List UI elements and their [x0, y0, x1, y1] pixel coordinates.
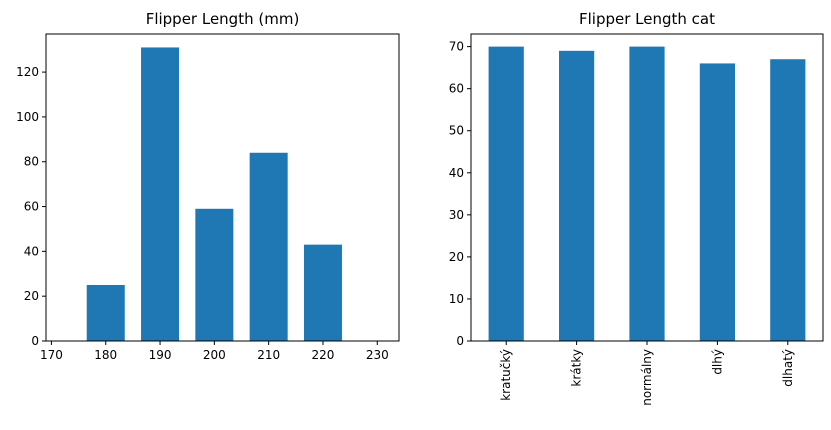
y-tick-label: 0: [31, 334, 39, 348]
x-tick-label: kratučký: [499, 349, 513, 401]
x-axis: 170 180 190 200 210 220 230: [40, 341, 389, 362]
chart-title: Flipper Length (mm): [146, 10, 300, 28]
y-tick-label: 20: [449, 250, 464, 264]
x-tick-label: 200: [203, 348, 226, 362]
bar: [559, 50, 595, 341]
bar: [195, 208, 234, 341]
bar: [488, 46, 524, 341]
y-axis: 0 20 40 60 80 100 120: [16, 65, 46, 348]
category-bar-panel: Flipper Length cat kratučký krátky normáln…: [449, 10, 824, 406]
x-tick-label: dlhý: [710, 349, 724, 375]
y-tick-label: 100: [16, 110, 39, 124]
bars-group: [86, 47, 342, 342]
x-tick-label: 220: [312, 348, 335, 362]
y-tick-label: 60: [24, 200, 39, 214]
bar: [249, 152, 288, 341]
bar: [699, 63, 735, 341]
y-tick-label: 40: [449, 166, 464, 180]
bar: [629, 46, 665, 341]
y-tick-label: 30: [449, 208, 464, 222]
axes-frame: [45, 33, 400, 342]
histogram-panel: Flipper Length (mm) 170 180 190 200 210 220 23…: [16, 10, 400, 362]
y-tick-label: 10: [449, 292, 464, 306]
y-tick-label: 60: [449, 82, 464, 96]
x-tick-label: 180: [94, 348, 117, 362]
y-tick-label: 120: [16, 65, 39, 79]
bar: [86, 284, 125, 341]
bar: [141, 47, 180, 342]
y-tick-label: 0: [456, 334, 464, 348]
x-tick-label: 210: [257, 348, 280, 362]
y-axis: 0 10 20 30 40 50 60 70: [449, 40, 471, 348]
y-tick-label: 80: [24, 155, 39, 169]
x-tick-label: 230: [366, 348, 389, 362]
y-tick-label: 40: [24, 244, 39, 258]
bar: [770, 59, 806, 341]
x-tick-label: normálny: [640, 349, 654, 406]
y-tick-label: 20: [24, 289, 39, 303]
x-tick-label: krátky: [570, 349, 584, 387]
x-tick-label: 170: [40, 348, 63, 362]
y-tick-label: 70: [449, 40, 464, 54]
x-tick-label: 190: [149, 348, 172, 362]
x-axis: kratučký krátky normálny dlhý dlhatý: [499, 341, 795, 406]
y-tick-label: 50: [449, 124, 464, 138]
x-tick-label: dlhatý: [781, 349, 795, 387]
bar: [303, 244, 342, 341]
chart-title: Flipper Length cat: [579, 10, 715, 28]
bars-group: [488, 46, 806, 341]
